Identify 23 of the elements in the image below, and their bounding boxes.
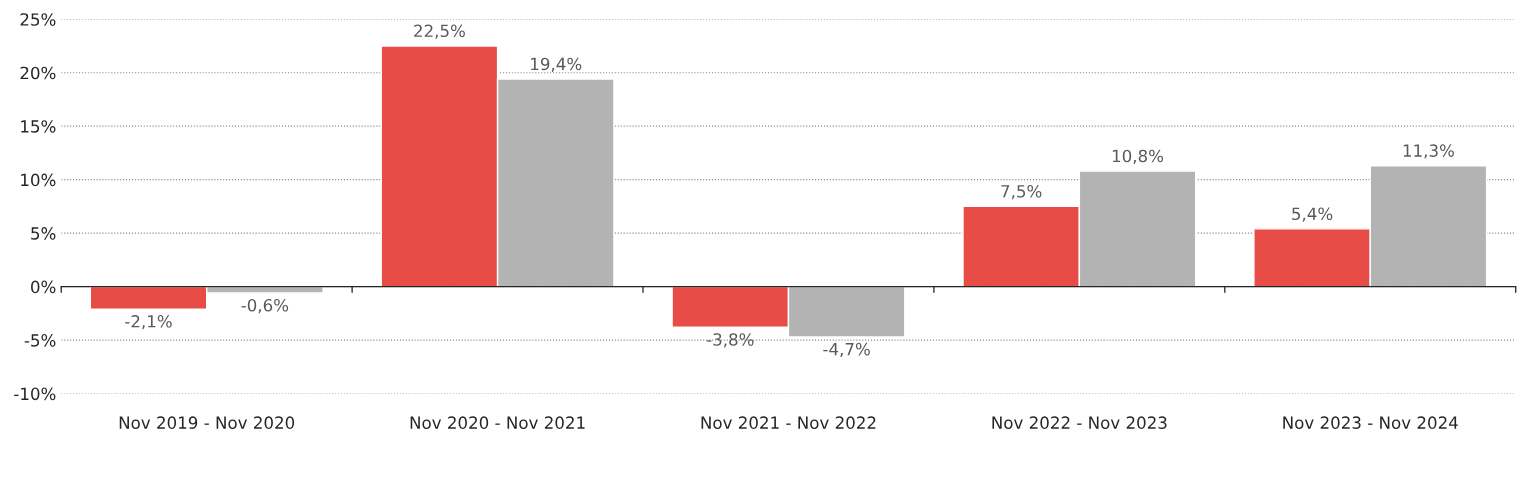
- y-tick-label: 20%: [20, 66, 56, 80]
- x-tick-label: Nov 2020 - Nov 2021: [410, 416, 585, 429]
- x-tick-label: Nov 2021 - Nov 2022: [701, 416, 876, 429]
- y-tick-label: 0%: [31, 280, 56, 294]
- y-tick-label: 15%: [21, 120, 56, 133]
- data-label: -2,1%: [125, 315, 172, 330]
- y-tick-label: -5%: [24, 334, 56, 347]
- data-label: 5,4%: [1292, 207, 1333, 222]
- data-label: -4,7%: [823, 342, 870, 358]
- x-tick-label: Nov 2019 - Nov 2020: [119, 416, 295, 429]
- data-label: 22,5%: [414, 24, 465, 39]
- data-label: 19,4%: [531, 57, 582, 72]
- y-tick-label: -10%: [14, 387, 56, 401]
- x-tick-label: Nov 2022 - Nov 2023: [992, 416, 1167, 429]
- y-tick-label: 5%: [31, 227, 56, 240]
- data-label: 11,3%: [1403, 144, 1454, 159]
- data-label: 10,8%: [1112, 149, 1164, 164]
- data-label: -3,8%: [706, 333, 754, 348]
- y-tick-label: 25%: [20, 13, 56, 26]
- data-label: 7,5%: [1001, 184, 1042, 200]
- data-label: -0,6%: [241, 298, 289, 314]
- y-tick-label: 10%: [21, 173, 56, 187]
- x-tick-label: Nov 2023 - Nov 2024: [1283, 416, 1458, 429]
